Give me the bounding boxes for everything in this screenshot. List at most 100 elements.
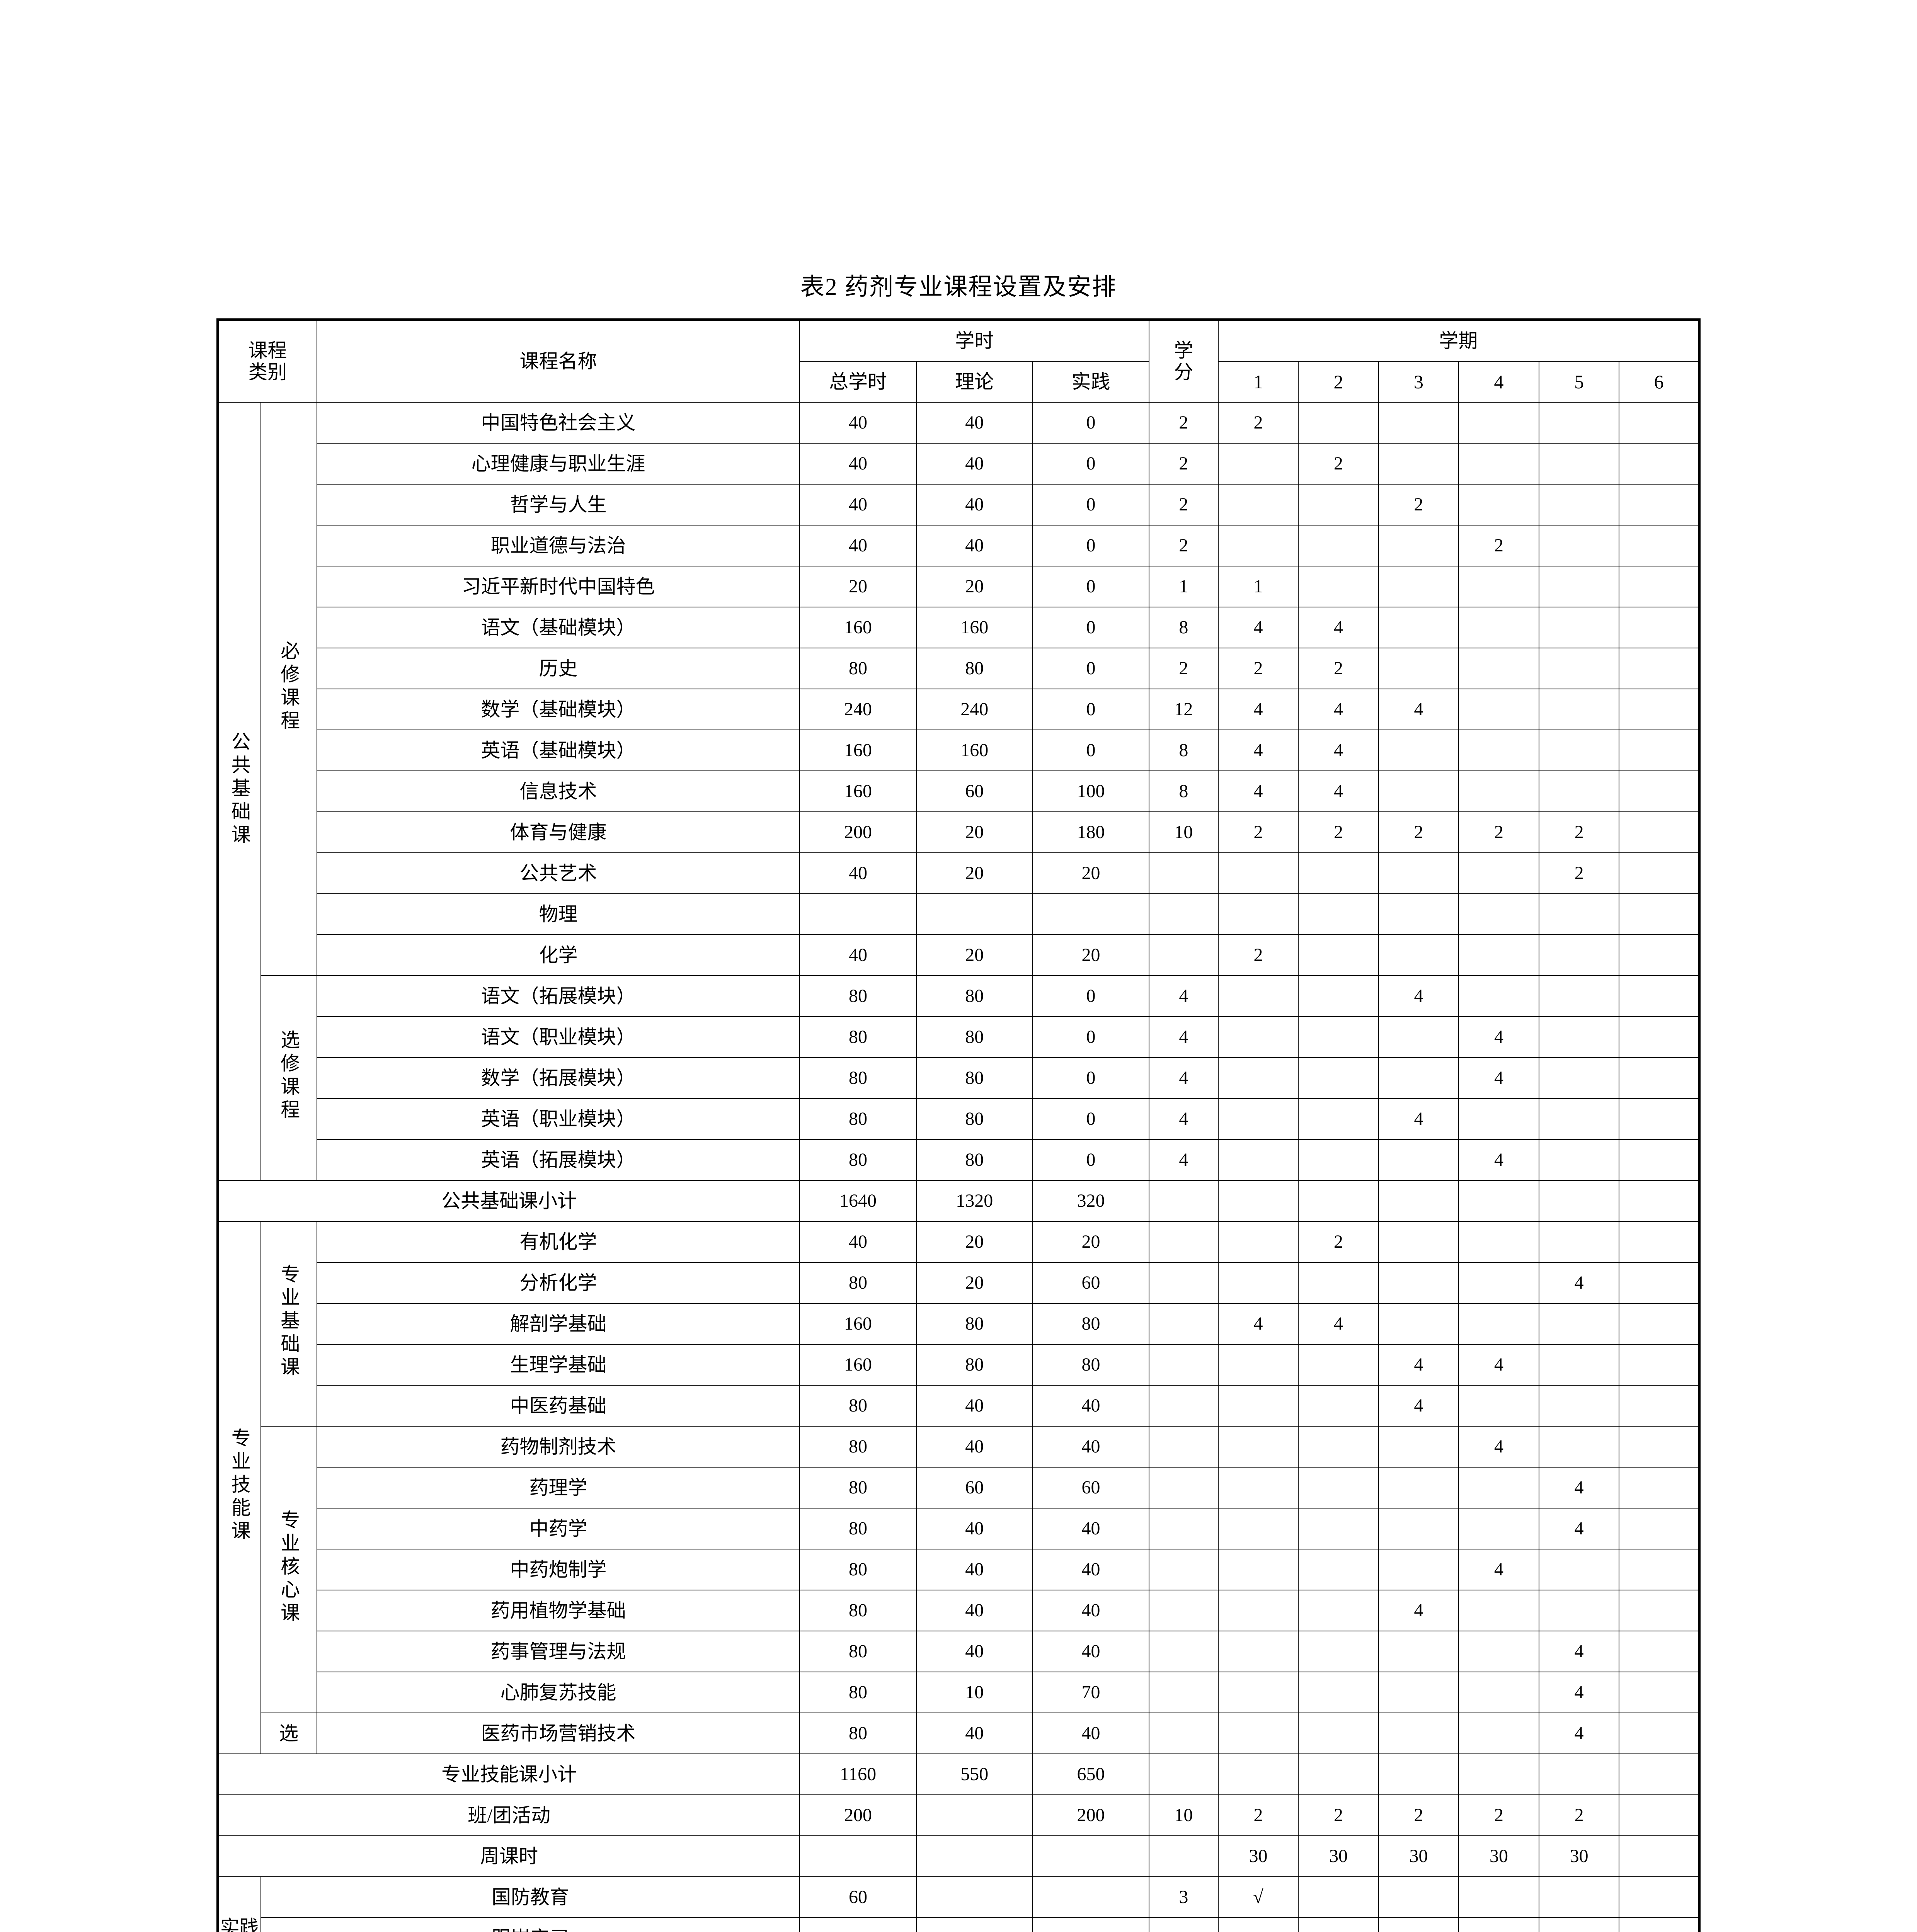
category-public-basic: 公共基础课 [217,402,261,1181]
semester-1-value: 2 [1217,648,1299,689]
semester-5-value [1538,1221,1620,1263]
total-hours: 80 [799,1139,917,1181]
total-hours: 80 [799,648,917,689]
theory-hours: 60 [916,770,1033,812]
table-row: 课程 类别 课程名称 学时学分学期 [217,319,1700,403]
header-credit-line1: 学 [1174,340,1193,361]
practice-hours: 0 [1032,484,1150,526]
semester-3-value [1378,852,1459,894]
semester-6-value [1619,1508,1700,1549]
theory-hours: 80 [916,648,1033,689]
theory-hours: 20 [916,852,1033,894]
category-public-basic-label: 公共基础课 [228,731,250,847]
semester-5-value [1538,402,1620,444]
credit-value: 8 [1149,607,1219,648]
practice-hours: 80 [1032,1303,1150,1345]
header-credit: 学分 [1149,319,1219,403]
semester-5-value [1538,443,1620,485]
semester-2-value: 4 [1298,1303,1379,1345]
semester-1-value [1217,1139,1299,1181]
header-category: 课程 类别 [217,319,317,403]
semester-3-value [1378,648,1459,689]
class-activity-semester-5: 2 [1538,1794,1620,1836]
credit-value [1149,893,1219,935]
semester-4-value: 4 [1458,1057,1539,1099]
total-hours: 60 [799,1876,917,1918]
semester-3-value [1378,1262,1459,1304]
semester-5-value [1538,975,1620,1017]
total-hours [799,1917,917,1932]
semester-2-value: 4 [1298,689,1379,730]
semester-4-value [1458,934,1539,976]
semester-4-value [1458,1590,1539,1631]
semester-3-value [1378,1016,1459,1058]
semester-2-value: 4 [1298,730,1379,771]
practice-hours: 0 [1032,1139,1150,1181]
theory-hours: 40 [916,1549,1033,1590]
weekly-hours-label: 周课时 [217,1835,800,1877]
credit-value: 2 [1149,402,1219,444]
semester-1-value [1217,1262,1299,1304]
semester-6-value [1619,525,1700,566]
semester-3-value [1378,607,1459,648]
semester-2-value [1298,1672,1379,1713]
semester-3-value [1378,770,1459,812]
semester-6-value [1619,893,1700,935]
practice-hours: 180 [1032,811,1150,853]
semester-4-value: 4 [1458,1549,1539,1590]
header-credit-line2: 分 [1174,361,1193,383]
semester-3-value [1378,525,1459,566]
semester-6-value [1619,1672,1700,1713]
semester-4-value [1458,1467,1539,1509]
semester-6-value [1619,1139,1700,1181]
semester-3-value [1378,1426,1459,1468]
subtotal-total-hours: 1640 [799,1180,917,1222]
semester-2-value [1298,1876,1379,1918]
total-hours: 160 [799,770,917,812]
course-name: 有机化学 [316,1221,800,1263]
semester-5-value [1538,689,1620,730]
semester-3-value [1378,1549,1459,1590]
semester-3-value [1378,1508,1459,1549]
page-title: 表2 药剂专业课程设置及安排 [800,274,1117,300]
table-row: 药事管理与法规 80 40 40 4 [218,1631,1700,1672]
subtotal-semester-4 [1458,1753,1539,1795]
course-name: 公共艺术 [316,852,800,894]
semester-2-value: 2 [1298,811,1379,853]
semester-5-value [1538,484,1620,526]
semester-3-value [1378,1139,1459,1181]
practice-hours [1032,893,1150,935]
course-name: 数学（拓展模块） [316,1057,800,1099]
semester-3-value [1378,1713,1459,1754]
table-row: 数学（基础模块） 240 240 0 12 4 4 4 [218,689,1700,730]
semester-6-value [1619,1549,1700,1590]
semester-5-value [1538,648,1620,689]
subtotal-credit [1149,1180,1219,1222]
table-row: 心理健康与职业生涯 40 40 0 2 2 [218,443,1700,485]
semester-1-value [1217,1467,1299,1509]
theory-hours: 80 [916,975,1033,1017]
theory-hours: 20 [916,1262,1033,1304]
semester-5-value [1538,566,1620,607]
semester-3-value: 2 [1378,811,1459,853]
class-activity-semester-1: 2 [1217,1794,1299,1836]
semester-2-value [1298,1713,1379,1754]
theory-hours: 160 [916,607,1033,648]
semester-1-value [1217,1344,1299,1386]
table-row: 语文（职业模块） 80 80 0 4 4 [218,1016,1700,1058]
table-row: 公共艺术 40 20 20 2 [218,852,1700,894]
table-row: 选医药市场营销技术 80 40 40 4 [218,1713,1700,1754]
semester-2-value: 2 [1298,443,1379,485]
table-row: 化学 40 20 20 2 [218,934,1700,976]
semester-6-value [1619,566,1700,607]
class-activity-semester-6 [1619,1794,1700,1836]
credit-value: 2 [1149,525,1219,566]
semester-1-value: 2 [1217,934,1299,976]
total-hours: 80 [799,1262,917,1304]
semester-3-value [1378,566,1459,607]
theory-hours: 40 [916,1631,1033,1672]
course-name: 药物制剂技术 [316,1426,800,1468]
curriculum-table-wrapper: 课程 类别 课程名称 学时学分学期 总学时 理论 实践 1 2 3 4 5 6 公共基础课 必修课程 中国特色… [216,318,1701,1932]
practice-hours: 70 [1032,1672,1150,1713]
